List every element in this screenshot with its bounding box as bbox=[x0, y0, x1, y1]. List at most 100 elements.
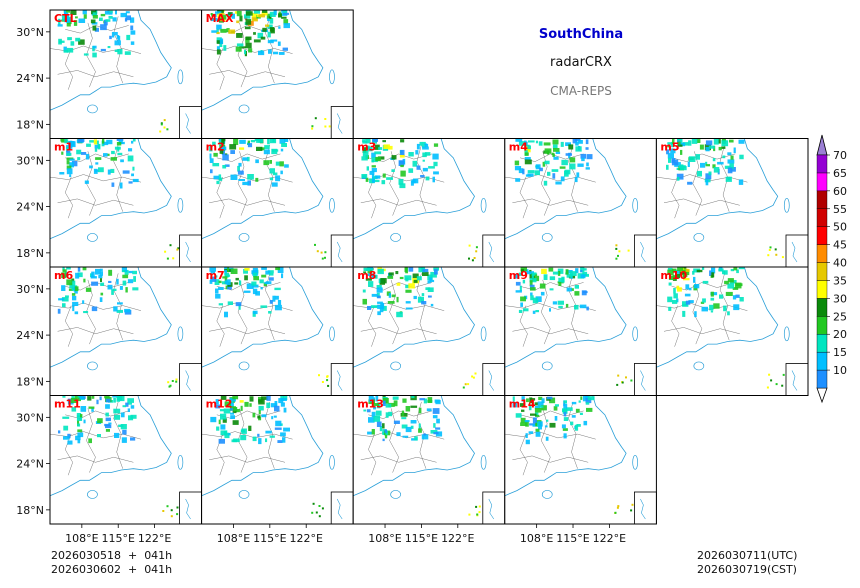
echo-cell bbox=[547, 171, 551, 176]
echo-cell bbox=[315, 511, 318, 514]
echo-cell bbox=[100, 282, 105, 286]
echo-cell bbox=[75, 37, 81, 42]
echo-cell bbox=[269, 18, 274, 24]
echo-cell bbox=[413, 295, 417, 300]
echo-cell bbox=[117, 302, 123, 305]
echo-cell bbox=[541, 398, 545, 403]
echo-cell bbox=[555, 181, 562, 185]
echo-cell bbox=[427, 397, 433, 403]
echo-cell bbox=[267, 31, 271, 38]
echo-cell bbox=[132, 178, 139, 183]
echo-cell bbox=[265, 430, 272, 434]
echo-cell bbox=[630, 379, 633, 382]
echo-cell bbox=[229, 144, 237, 150]
echo-cell bbox=[72, 301, 79, 306]
echo-cell bbox=[235, 409, 240, 413]
echo-cell bbox=[405, 301, 411, 304]
echo-cell bbox=[108, 269, 113, 276]
echo-cell bbox=[261, 11, 268, 16]
echo-cell bbox=[257, 32, 264, 39]
echo-cell bbox=[268, 311, 272, 314]
province-borders bbox=[201, 16, 293, 90]
echo-cell bbox=[220, 28, 227, 33]
colorbar: 10 15 20 25 30 35 40 45 50 55 60 65 70 bbox=[816, 134, 847, 404]
echo-cell bbox=[402, 435, 409, 438]
echo-cell bbox=[382, 438, 385, 442]
echo-cell bbox=[215, 11, 222, 14]
echo-cell bbox=[74, 289, 78, 294]
echo-cell bbox=[132, 270, 137, 275]
echo-cell bbox=[69, 158, 75, 161]
echo-cell bbox=[85, 287, 92, 292]
echo-cell bbox=[277, 41, 281, 46]
echo-cell bbox=[111, 32, 115, 38]
echo-cell bbox=[529, 280, 533, 287]
echo-cell bbox=[520, 422, 527, 426]
echo-cell bbox=[380, 302, 385, 309]
echo-cell bbox=[367, 306, 372, 310]
echo-cell bbox=[228, 12, 233, 15]
hainan-island bbox=[87, 104, 98, 114]
echo-cell bbox=[67, 37, 72, 41]
echo-cell bbox=[131, 173, 134, 177]
echo-cell bbox=[538, 421, 543, 427]
panel-label: m4 bbox=[509, 141, 528, 154]
echo-cell bbox=[371, 274, 377, 278]
echo-cell bbox=[414, 436, 418, 441]
echo-cell bbox=[388, 402, 395, 407]
echo-cell bbox=[233, 407, 238, 412]
taiwan-island bbox=[177, 197, 184, 213]
echo-cell bbox=[99, 297, 103, 302]
echo-cell bbox=[247, 156, 250, 162]
echo-cell bbox=[166, 257, 169, 260]
echo-cell bbox=[175, 378, 178, 381]
panel-label: m12 bbox=[206, 398, 233, 411]
echo-cell bbox=[376, 287, 383, 293]
echo-cell bbox=[275, 267, 280, 271]
echo-cell bbox=[421, 141, 426, 148]
echo-cell bbox=[107, 153, 110, 156]
echo-cell bbox=[272, 172, 278, 176]
echo-cell bbox=[478, 505, 481, 508]
echo-cell bbox=[210, 169, 213, 174]
echo-cell bbox=[318, 515, 321, 518]
echo-cell bbox=[576, 172, 580, 178]
echo-cell bbox=[176, 513, 179, 516]
echo-cell bbox=[130, 17, 135, 23]
echo-cell bbox=[387, 275, 394, 279]
echo-cell bbox=[423, 398, 427, 404]
echo-cell bbox=[267, 24, 273, 29]
echo-cell bbox=[549, 288, 554, 291]
echo-cell bbox=[66, 165, 72, 170]
echo-cell bbox=[724, 165, 732, 169]
inset-map bbox=[330, 363, 354, 396]
x-tick-label: 122°E bbox=[593, 532, 626, 545]
echo-cell bbox=[265, 438, 268, 443]
echo-cell bbox=[116, 309, 123, 313]
echo-cell bbox=[366, 146, 373, 152]
echo-cell bbox=[127, 398, 134, 403]
echo-cell bbox=[73, 20, 78, 26]
echo-cell bbox=[535, 431, 541, 437]
echo-cell bbox=[585, 402, 590, 405]
echo-cell bbox=[91, 281, 99, 286]
echo-cell bbox=[131, 140, 134, 144]
echo-cell bbox=[103, 153, 108, 157]
panel-label: m10 bbox=[660, 269, 687, 282]
echo-cell bbox=[563, 403, 568, 409]
echo-cell bbox=[75, 435, 81, 441]
echo-cell bbox=[318, 374, 320, 377]
echo-cell bbox=[667, 267, 673, 271]
echo-cell bbox=[66, 146, 69, 153]
echo-cell bbox=[687, 181, 693, 185]
colorbar-tick-label: 50 bbox=[833, 221, 847, 234]
echo-cell bbox=[702, 298, 706, 303]
echo-cell bbox=[277, 440, 283, 443]
echo-cell bbox=[121, 437, 127, 443]
echo-cell bbox=[413, 178, 419, 184]
echo-cell bbox=[368, 396, 374, 402]
echo-cell bbox=[587, 396, 595, 401]
echo-cell bbox=[59, 172, 65, 175]
echo-cell bbox=[615, 247, 618, 250]
echo-cell bbox=[705, 173, 712, 180]
